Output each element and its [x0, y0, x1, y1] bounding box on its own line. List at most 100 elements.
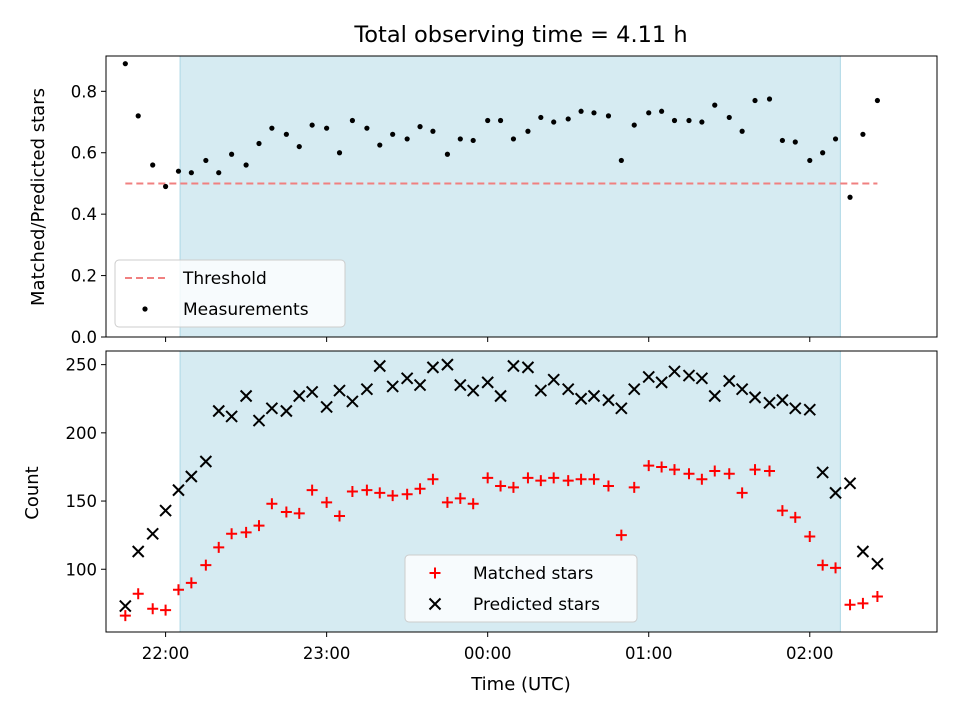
measurement-point: [122, 61, 128, 67]
predicted-star-point: [386, 380, 399, 393]
predicted-star-point: [265, 402, 279, 415]
matched-star-point: [656, 461, 668, 473]
predicted-star-point: [561, 382, 575, 396]
predicted-star-point: [454, 378, 467, 392]
x-tick-label: 01:00: [625, 644, 673, 663]
x-tick-label: 23:00: [303, 644, 351, 663]
measurement-point: [671, 117, 678, 124]
legend-measurement-swatch: [142, 306, 148, 312]
matched-star-point: [253, 520, 265, 532]
matched-star-point: [172, 584, 184, 596]
predicted-star-point: [534, 384, 548, 397]
measurement-point: [377, 142, 383, 148]
measurement-point: [686, 117, 692, 124]
matched-star-point: [401, 488, 413, 500]
matched-star-point: [482, 472, 494, 484]
top-y-axis-label: Matched/Predicted stars: [28, 88, 49, 306]
predicted-star-point: [816, 466, 829, 479]
measurement-point: [860, 131, 866, 137]
x-tick-label: 22:00: [142, 644, 190, 663]
measurement-point: [309, 122, 315, 128]
matched-star-point: [132, 588, 144, 600]
legend-predicted-swatch: [428, 597, 442, 611]
matched-star-point: [240, 526, 252, 538]
x-tick-label: 02:00: [786, 644, 834, 663]
predicted-star-point: [373, 359, 386, 373]
measurement-point: [188, 170, 194, 176]
predicted-star-point: [333, 384, 346, 397]
matched-star-point: [454, 492, 466, 504]
predicted-star-point: [829, 486, 842, 500]
y-tick-label: 200: [66, 424, 98, 443]
matched-star-point: [414, 483, 426, 495]
matched-star-point: [361, 484, 373, 496]
predicted-star-point: [708, 389, 721, 403]
predicted-star-point: [280, 404, 293, 418]
top-axes-frame: [105, 55, 938, 338]
y-tick-label: 0.2: [71, 267, 97, 286]
matched-star-point: [495, 480, 507, 492]
predicted-star-point: [574, 392, 588, 405]
predicted-star-point: [172, 483, 185, 497]
matched-star-point: [441, 496, 453, 508]
bottom-y-axis-label: Count: [22, 466, 43, 519]
y-tick-label: 250: [66, 356, 98, 375]
measurement-point: [874, 97, 881, 104]
predicted-star-point: [871, 557, 884, 571]
predicted-star-point: [789, 402, 802, 415]
matched-star-point: [562, 475, 574, 487]
matched-star-point: [736, 487, 748, 499]
matched-star-point: [871, 591, 883, 603]
predicted-star-point: [481, 376, 494, 389]
measurement-point: [256, 140, 262, 147]
measurement-point: [150, 162, 156, 168]
predicted-star-point: [441, 358, 454, 371]
measurement-point: [699, 119, 705, 125]
matched-star-point: [628, 481, 640, 493]
measurement-point: [283, 131, 289, 137]
measurement-point: [792, 139, 798, 145]
predicted-star-point: [426, 361, 440, 374]
matched-star-point: [374, 487, 386, 499]
predicted-star-point: [748, 391, 762, 404]
matched-star-point: [522, 472, 534, 484]
measurement-point: [525, 128, 531, 134]
measurement-point: [404, 136, 410, 142]
predicted-star-point: [212, 404, 225, 418]
predicted-star-point: [185, 470, 198, 483]
matched-star-point: [200, 559, 212, 571]
matched-star-point: [575, 473, 587, 485]
measurement-point: [390, 131, 396, 137]
top-panel: 0.0 0.2 0.4 0.6 0.8 Threshold Measurements: [71, 55, 938, 347]
predicted-star-point: [159, 504, 172, 517]
legend-label: Measurements: [183, 300, 309, 320]
matched-star-point: [668, 464, 680, 476]
x-axis-label: Time (UTC): [470, 674, 571, 695]
matched-star-point: [226, 528, 238, 540]
predicted-star-point: [856, 545, 870, 558]
measurement-point: [712, 102, 718, 108]
y-tick-label: 0.6: [71, 144, 97, 163]
predicted-star-point: [466, 384, 480, 397]
y-tick-label: 0.0: [71, 328, 97, 347]
measurement-point: [497, 117, 504, 124]
predicted-star-point: [119, 599, 132, 613]
predicted-star-point: [521, 361, 535, 374]
matched-star-point: [467, 498, 479, 510]
matched-star-point: [535, 475, 547, 487]
predicted-star-point: [252, 414, 266, 427]
measurement-point: [752, 97, 758, 104]
predicted-star-point: [132, 545, 145, 558]
predicted-star-point: [602, 393, 615, 407]
matched-star-point: [817, 559, 829, 571]
matched-star-point: [749, 464, 761, 476]
measurement-point: [296, 143, 302, 150]
measurement-point: [485, 117, 491, 124]
legend-matched-swatch: [429, 567, 441, 579]
predicted-star-point: [146, 527, 159, 540]
measurement-point: [457, 136, 463, 142]
predicted-star-point: [305, 385, 319, 399]
matched-star-point: [776, 505, 788, 517]
matched-star-point: [147, 603, 159, 615]
